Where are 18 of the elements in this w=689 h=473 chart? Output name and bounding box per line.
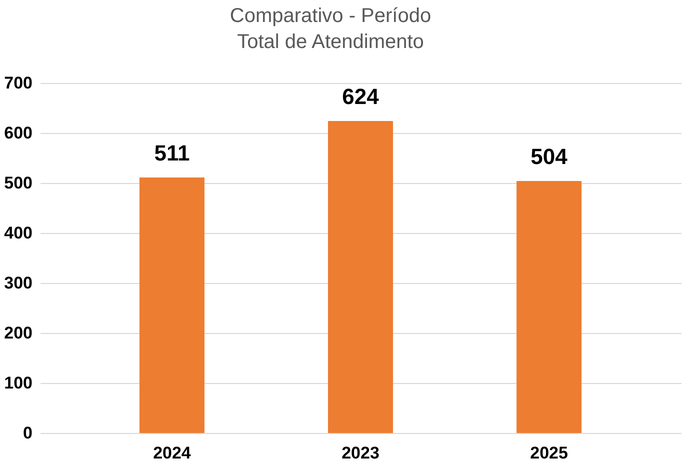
chart-title: Comparativo - Período Total de Atendimento xyxy=(230,5,432,53)
y-tick-label: 300 xyxy=(4,274,32,292)
x-tick-label: 2024 xyxy=(153,444,192,462)
x-tick-label: 2023 xyxy=(342,444,380,462)
bar xyxy=(139,178,204,433)
y-tick-label: 600 xyxy=(4,124,32,142)
y-tick-label: 200 xyxy=(4,324,32,342)
y-tick-label: 400 xyxy=(4,224,32,242)
data-label: 504 xyxy=(530,144,568,169)
bar xyxy=(328,121,393,433)
data-label: 624 xyxy=(342,84,380,109)
x-tick-label: 2025 xyxy=(530,444,568,462)
data-label: 511 xyxy=(154,140,190,166)
y-tick-label: 0 xyxy=(23,424,32,442)
y-tick-label: 100 xyxy=(4,374,32,392)
bar xyxy=(516,181,582,433)
y-tick-label: 500 xyxy=(4,174,32,192)
y-tick-label: 700 xyxy=(4,74,32,92)
